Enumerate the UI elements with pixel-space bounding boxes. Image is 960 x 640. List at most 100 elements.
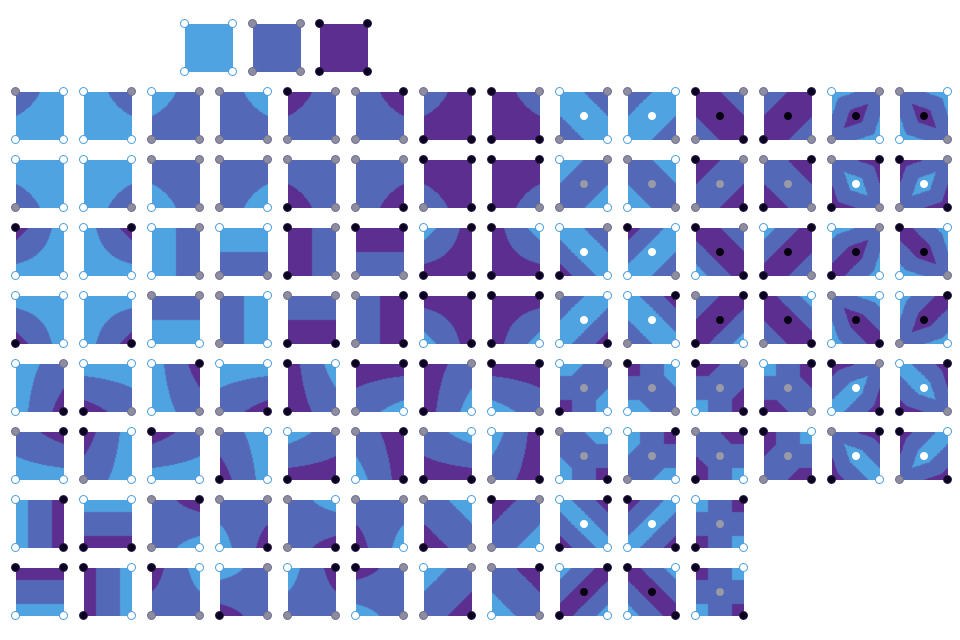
corner-marker xyxy=(467,291,476,300)
corner-marker xyxy=(79,203,88,212)
corner-marker xyxy=(195,271,204,280)
contour-fill xyxy=(288,228,336,276)
corner-marker xyxy=(759,223,768,232)
contour-fill xyxy=(220,568,268,616)
corner-marker xyxy=(759,359,768,368)
corner-marker xyxy=(263,495,272,504)
case-tile xyxy=(555,359,612,416)
corner-marker xyxy=(147,155,156,164)
corner-marker xyxy=(467,223,476,232)
corner-marker xyxy=(351,359,360,368)
case-tile xyxy=(419,495,476,552)
contour-fill xyxy=(288,500,336,548)
corner-marker xyxy=(263,155,272,164)
center-marker xyxy=(716,520,724,528)
corner-marker xyxy=(875,203,884,212)
corner-marker xyxy=(79,543,88,552)
corner-marker xyxy=(759,427,768,436)
case-tile xyxy=(147,427,204,484)
contour-fill xyxy=(424,160,472,208)
corner-marker xyxy=(555,203,564,212)
corner-marker xyxy=(59,135,68,144)
contour-fill xyxy=(492,500,540,548)
case-tile xyxy=(215,291,272,348)
corner-marker xyxy=(215,475,224,484)
corner-marker xyxy=(691,339,700,348)
corner-marker xyxy=(79,611,88,620)
corner-marker xyxy=(363,67,372,76)
corner-marker xyxy=(147,611,156,620)
corner-marker xyxy=(351,427,360,436)
corner-marker xyxy=(147,543,156,552)
center-marker xyxy=(852,452,860,460)
corner-marker xyxy=(79,427,88,436)
center-marker xyxy=(648,316,656,324)
corner-marker xyxy=(555,611,564,620)
case-tile xyxy=(691,495,748,552)
corner-marker xyxy=(399,543,408,552)
contour-fill xyxy=(492,364,540,412)
contour-fill xyxy=(84,500,132,548)
corner-marker xyxy=(691,223,700,232)
corner-marker xyxy=(147,87,156,96)
contour-fill xyxy=(356,568,404,616)
corner-marker xyxy=(228,67,237,76)
corner-marker xyxy=(487,543,496,552)
corner-marker xyxy=(943,339,952,348)
corner-marker xyxy=(943,223,952,232)
corner-marker xyxy=(827,203,836,212)
corner-marker xyxy=(467,155,476,164)
case-tile xyxy=(419,291,476,348)
corner-marker xyxy=(263,291,272,300)
center-marker xyxy=(648,452,656,460)
corner-marker xyxy=(535,203,544,212)
corner-marker xyxy=(827,135,836,144)
case-tile xyxy=(691,291,748,348)
corner-marker xyxy=(827,271,836,280)
corner-marker xyxy=(147,339,156,348)
corner-marker xyxy=(283,291,292,300)
corner-marker xyxy=(671,407,680,416)
case-tile xyxy=(147,563,204,620)
contour-fill xyxy=(152,432,200,480)
corner-marker xyxy=(127,271,136,280)
corner-marker xyxy=(759,407,768,416)
corner-marker xyxy=(739,339,748,348)
contour-fill xyxy=(16,296,64,344)
corner-marker xyxy=(59,339,68,348)
corner-marker xyxy=(147,203,156,212)
case-tile xyxy=(147,495,204,552)
corner-marker xyxy=(623,203,632,212)
corner-marker xyxy=(419,271,428,280)
case-tile xyxy=(351,155,408,212)
corner-marker xyxy=(603,475,612,484)
corner-marker xyxy=(283,135,292,144)
corner-marker xyxy=(691,563,700,572)
corner-marker xyxy=(943,407,952,416)
corner-marker xyxy=(623,611,632,620)
corner-marker xyxy=(895,339,904,348)
corner-marker xyxy=(739,563,748,572)
corner-marker xyxy=(875,135,884,144)
contour-fill xyxy=(152,92,200,140)
corner-marker xyxy=(79,339,88,348)
case-tile xyxy=(283,87,340,144)
corner-marker xyxy=(331,339,340,348)
corner-marker xyxy=(351,135,360,144)
corner-marker xyxy=(555,427,564,436)
corner-marker xyxy=(555,407,564,416)
corner-marker xyxy=(419,563,428,572)
corner-marker xyxy=(691,495,700,504)
corner-marker xyxy=(399,223,408,232)
corner-marker xyxy=(419,87,428,96)
center-marker xyxy=(852,112,860,120)
case-tile xyxy=(487,563,544,620)
corner-marker xyxy=(59,563,68,572)
case-tile xyxy=(487,155,544,212)
corner-marker xyxy=(127,223,136,232)
corner-marker xyxy=(419,475,428,484)
corner-marker xyxy=(79,155,88,164)
corner-marker xyxy=(399,475,408,484)
contour-fill xyxy=(84,364,132,412)
corner-marker xyxy=(623,543,632,552)
